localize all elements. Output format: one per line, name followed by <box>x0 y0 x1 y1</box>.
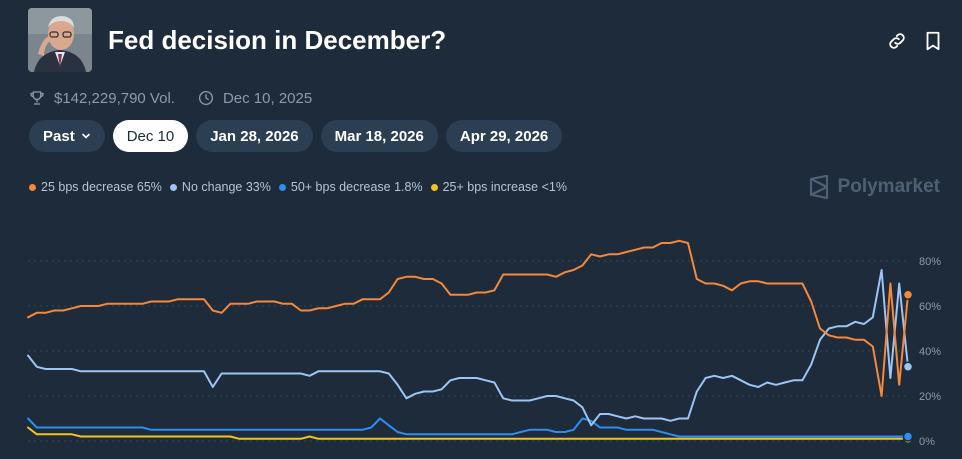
clock-icon <box>197 89 215 107</box>
chart-legend: 25 bps decrease 65% No change 33% 50+ bp… <box>29 180 567 194</box>
polymarket-watermark: Polymarket <box>808 175 940 199</box>
tab-past-label: Past <box>43 127 75 145</box>
volume-text: $142,229,790 Vol. <box>54 89 175 107</box>
series-line-50-bps-decrease <box>27 417 909 438</box>
series-line-25-bps-increase <box>27 426 909 440</box>
market-meta: $142,229,790 Vol. Dec 10, 2025 <box>28 88 312 108</box>
series-line-no-change <box>27 269 909 427</box>
polymarket-logo-icon <box>808 175 830 199</box>
legend-dot <box>430 183 438 191</box>
tab-dec-10-label: Dec 10 <box>126 127 175 145</box>
tab-jan-28-label: Jan 28, 2026 <box>210 127 299 145</box>
y-tick-label: 60% <box>919 301 941 313</box>
y-tick-label: 20% <box>919 391 941 403</box>
tab-apr-29-2026[interactable]: Apr 29, 2026 <box>445 120 563 152</box>
series-endpoint <box>902 431 914 442</box>
series-endpoint <box>902 361 914 372</box>
legend-label: No change 33% <box>181 180 271 194</box>
tab-mar-18-2026[interactable]: Mar 18, 2026 <box>320 120 438 152</box>
legend-dot <box>169 183 177 191</box>
legend-dot <box>278 183 286 191</box>
tab-apr-29-label: Apr 29, 2026 <box>459 127 549 145</box>
legend-item-25bps-increase: 25+ bps increase <1% <box>430 180 567 194</box>
tab-jan-28-2026[interactable]: Jan 28, 2026 <box>196 120 313 152</box>
link-icon[interactable] <box>886 30 908 52</box>
trophy-icon <box>28 89 46 107</box>
legend-label: 25 bps decrease 65% <box>41 180 162 194</box>
legend-item-no-change: No change 33% <box>169 180 271 194</box>
end-date-text: Dec 10, 2025 <box>222 89 313 107</box>
y-tick-label: 40% <box>919 346 941 358</box>
brand-name: Polymarket <box>837 176 940 197</box>
legend-label: 25+ bps increase <1% <box>442 180 567 194</box>
market-header: Fed decision in December? <box>28 8 948 72</box>
series-endpoint <box>902 289 914 300</box>
legend-item-50bps-decrease: 50+ bps decrease 1.8% <box>278 180 423 194</box>
tab-mar-18-label: Mar 18, 2026 <box>334 127 424 145</box>
series-line-25-bps-decrease <box>27 239 909 397</box>
date-tabs: Past Dec 10 Jan 28, 2026 Mar 18, 2026 Ap… <box>29 120 563 152</box>
bookmark-icon[interactable] <box>922 30 944 52</box>
legend-label: 50+ bps decrease 1.8% <box>290 180 423 194</box>
market-avatar-image <box>28 8 92 72</box>
tab-dec-10[interactable]: Dec 10 <box>112 120 189 152</box>
probability-line-chart[interactable]: 0% 20% 40% 60% 80% <box>0 215 962 459</box>
legend-item-25bps-decrease: 25 bps decrease 65% <box>29 180 162 194</box>
y-tick-label: 0% <box>919 436 935 448</box>
y-tick-label: 80% <box>919 256 941 268</box>
legend-dot <box>29 183 36 191</box>
tab-past[interactable]: Past <box>29 120 105 152</box>
chevron-down-icon <box>81 131 91 141</box>
market-title: Fed decision in December? <box>108 25 447 55</box>
